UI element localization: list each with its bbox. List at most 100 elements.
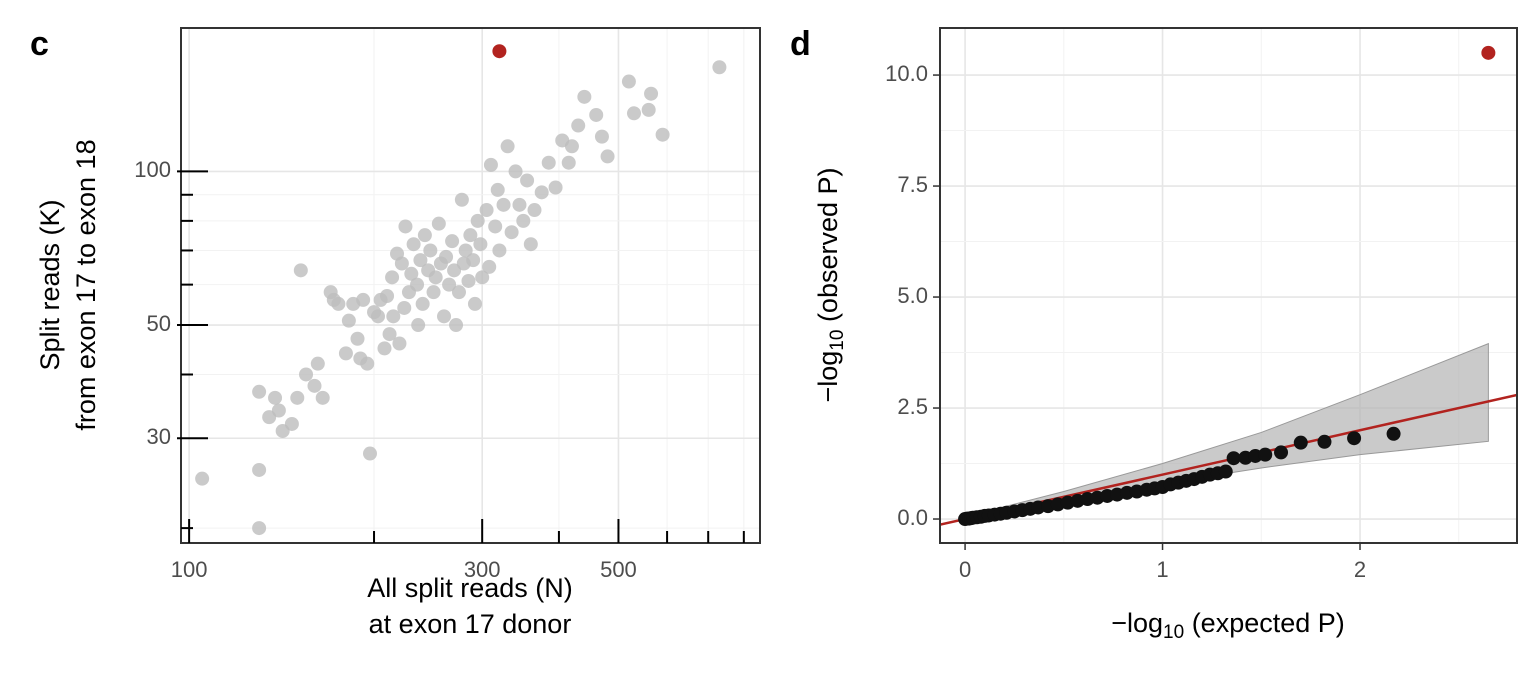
- point: [1258, 447, 1273, 462]
- point: [534, 185, 549, 200]
- point: [271, 403, 286, 418]
- axis-title-text: −log10 (observed P): [813, 167, 848, 402]
- point: [307, 378, 322, 393]
- point: [370, 309, 385, 324]
- point: [404, 266, 419, 281]
- point: [1347, 431, 1362, 446]
- point: [1274, 445, 1289, 460]
- plot-area: [195, 44, 727, 536]
- y-tick-label: 30: [147, 424, 171, 449]
- axis-title: Split reads (K) from exon 17 to exon 18: [35, 139, 101, 430]
- point: [284, 416, 299, 431]
- point: [411, 318, 426, 333]
- point: [331, 296, 346, 311]
- point: [488, 219, 503, 234]
- panel-letter: c: [30, 25, 49, 63]
- point: [423, 243, 438, 258]
- point: [338, 346, 353, 361]
- point: [392, 336, 407, 351]
- point: [394, 256, 409, 271]
- axis-title-line: Split reads (K): [35, 199, 65, 370]
- point: [449, 318, 464, 333]
- point: [454, 192, 469, 207]
- point: [600, 149, 615, 164]
- point: [496, 197, 511, 212]
- point: [458, 243, 473, 258]
- point: [516, 213, 531, 228]
- point: [641, 102, 656, 117]
- point: [398, 219, 413, 234]
- axis-title: −log10 (expected P): [1111, 608, 1345, 643]
- point: [406, 237, 421, 252]
- point: [655, 127, 670, 142]
- point: [490, 182, 505, 197]
- x-tick-label: 500: [600, 557, 637, 582]
- x-tick-label: 0: [959, 557, 971, 582]
- axis-title-pre: −log: [813, 351, 843, 403]
- point: [252, 462, 267, 477]
- y-tick-label: 10.0: [885, 61, 928, 86]
- point: [410, 277, 425, 292]
- axis-title-post: (expected P): [1184, 608, 1345, 638]
- axis-title-sub: 10: [827, 330, 848, 351]
- point: [362, 446, 377, 461]
- point: [426, 285, 441, 300]
- point: [415, 296, 430, 311]
- axis-title: −log10 (observed P): [813, 167, 848, 402]
- point: [413, 253, 428, 268]
- point: [626, 106, 641, 121]
- point: [483, 157, 498, 172]
- point: [564, 139, 579, 154]
- point: [482, 259, 497, 274]
- panel-letter: d: [790, 25, 811, 63]
- point: [508, 164, 523, 179]
- point: [268, 390, 283, 405]
- point: [293, 263, 308, 278]
- point: [571, 118, 586, 133]
- point: [527, 203, 542, 218]
- point: [377, 341, 392, 356]
- point: [417, 228, 432, 243]
- point: [290, 390, 305, 405]
- y-tick-label: 0.0: [897, 505, 928, 530]
- point: [589, 107, 604, 122]
- point: [397, 300, 412, 315]
- plot-border: [939, 27, 1518, 544]
- point: [504, 225, 519, 240]
- point: [350, 331, 365, 346]
- point: [492, 243, 507, 258]
- point: [431, 216, 446, 231]
- point: [356, 292, 371, 307]
- point: [447, 263, 462, 278]
- point: [451, 285, 466, 300]
- point: [523, 237, 538, 252]
- point: [466, 253, 481, 268]
- point: [315, 390, 330, 405]
- point: [386, 309, 401, 324]
- point: [195, 471, 210, 486]
- axis-title-post: (observed P): [813, 167, 843, 329]
- point: [463, 228, 478, 243]
- point: [492, 44, 507, 59]
- y-tick-label: 5.0: [897, 283, 928, 308]
- point: [299, 367, 314, 382]
- point: [475, 270, 490, 285]
- point: [712, 60, 727, 75]
- point: [437, 309, 452, 324]
- axis-title-text: −log10 (expected P): [1111, 608, 1345, 643]
- point: [1293, 435, 1308, 450]
- point: [621, 74, 636, 89]
- point: [310, 356, 325, 371]
- point: [470, 213, 485, 228]
- point: [1481, 45, 1496, 60]
- point: [520, 173, 535, 188]
- point: [512, 197, 527, 212]
- point: [341, 313, 356, 328]
- plot-area: [940, 45, 1517, 527]
- point: [561, 155, 576, 170]
- point: [548, 180, 563, 195]
- point: [428, 270, 443, 285]
- y-tick-label: 7.5: [897, 172, 928, 197]
- point: [439, 249, 454, 264]
